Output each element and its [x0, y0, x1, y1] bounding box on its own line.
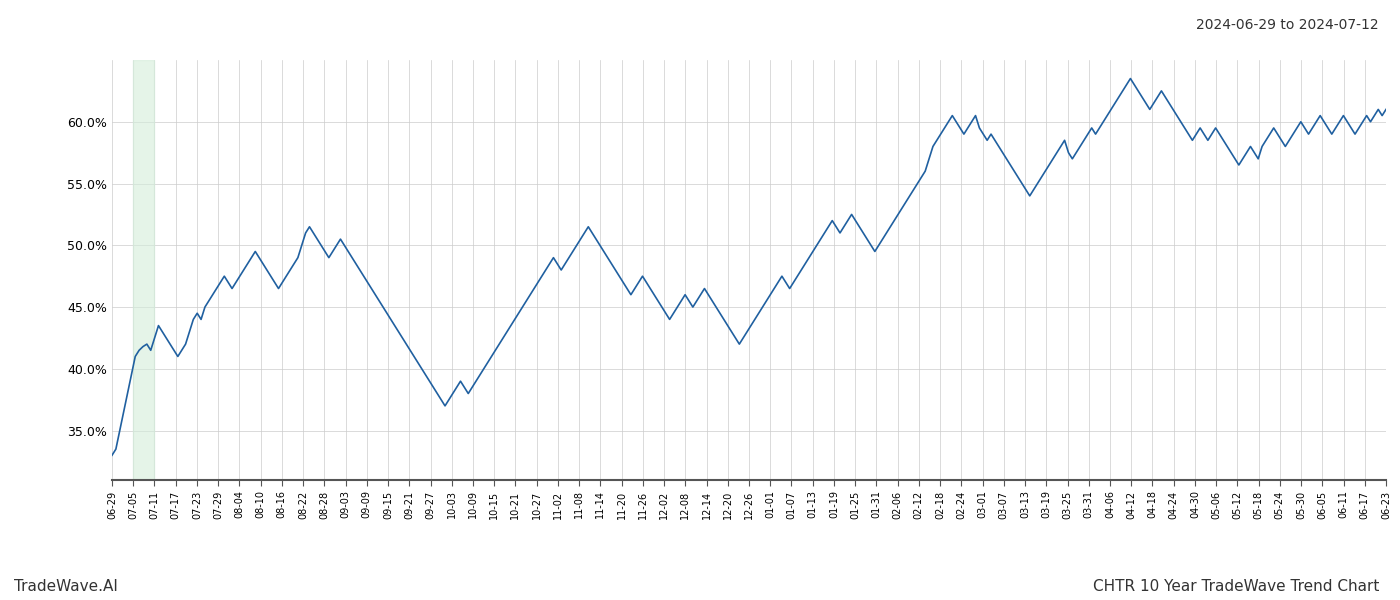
Bar — [133, 60, 154, 480]
Text: TradeWave.AI: TradeWave.AI — [14, 579, 118, 594]
Text: CHTR 10 Year TradeWave Trend Chart: CHTR 10 Year TradeWave Trend Chart — [1092, 579, 1379, 594]
Text: 2024-06-29 to 2024-07-12: 2024-06-29 to 2024-07-12 — [1197, 18, 1379, 32]
